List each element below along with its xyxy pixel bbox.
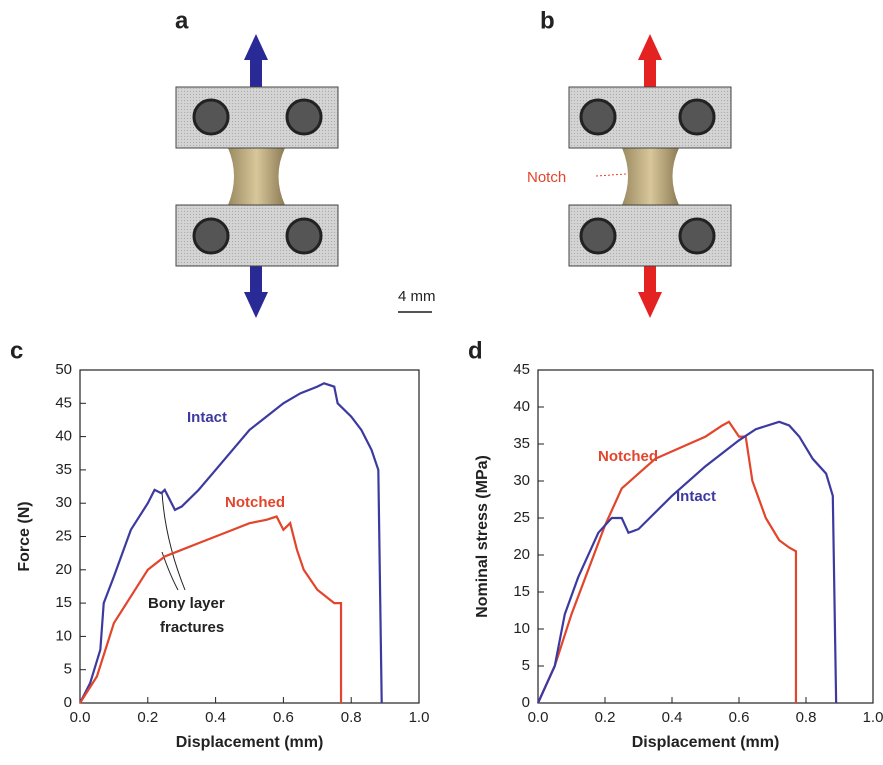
y-tick-label: 50 (55, 361, 72, 378)
y-axis-label: Nominal stress (MPa) (474, 455, 491, 618)
x-tick-label: 0.0 (528, 709, 549, 726)
annotation: Bony layer (148, 595, 225, 612)
plot-frame (537, 369, 874, 704)
y-axis-label: Force (N) (16, 501, 33, 571)
y-tick-label: 10 (513, 620, 530, 637)
x-axis-label: Displacement (mm) (632, 734, 780, 751)
annotation: Intact (187, 409, 227, 426)
series-line (79, 382, 383, 704)
y-tick-label: 40 (55, 428, 72, 445)
series-line (79, 515, 343, 704)
y-tick-label: 15 (55, 594, 72, 611)
panel-label: c (10, 337, 23, 364)
y-tick-label: 35 (513, 435, 530, 452)
panel-label: a (175, 7, 189, 34)
y-tick-label: 15 (513, 583, 530, 600)
plot-frame (79, 369, 420, 704)
x-tick-label: 0.0 (70, 709, 91, 726)
annotation: Notched (225, 494, 285, 511)
x-tick-label: 0.4 (205, 709, 226, 726)
annotation: Notched (598, 448, 658, 465)
x-tick-label: 1.0 (409, 709, 430, 726)
y-tick-label: 25 (513, 509, 530, 526)
x-tick-label: 0.2 (137, 709, 158, 726)
x-tick-label: 0.6 (729, 709, 750, 726)
y-tick-label: 0 (522, 694, 530, 711)
y-tick-label: 5 (522, 657, 530, 674)
x-tick-label: 0.2 (595, 709, 616, 726)
y-tick-label: 30 (513, 472, 530, 489)
y-tick-label: 30 (55, 494, 72, 511)
panel-label: b (540, 7, 555, 34)
x-tick-label: 0.8 (796, 709, 817, 726)
y-tick-label: 5 (64, 661, 72, 678)
annotation: fractures (160, 619, 224, 636)
panel-label: d (468, 337, 483, 364)
y-tick-label: 45 (513, 361, 530, 378)
x-tick-label: 0.6 (273, 709, 294, 726)
y-tick-label: 10 (55, 627, 72, 644)
x-tick-label: 1.0 (863, 709, 883, 726)
y-tick-label: 35 (55, 461, 72, 478)
series-line (536, 420, 798, 704)
x-tick-label: 0.4 (662, 709, 683, 726)
y-tick-label: 45 (55, 394, 72, 411)
annotation-arrows (161, 491, 186, 591)
y-tick-label: 20 (513, 546, 530, 563)
specimen-a (175, 34, 339, 318)
specimen-b (568, 34, 732, 318)
x-axis-label: Displacement (mm) (176, 734, 324, 751)
y-tick-label: 20 (55, 561, 72, 578)
scale-bar-label: 4 mm (398, 288, 436, 305)
notch-label: Notch (527, 169, 566, 186)
y-tick-label: 25 (55, 527, 72, 544)
annotation: Intact (676, 488, 716, 505)
series-line (536, 420, 838, 704)
y-tick-label: 40 (513, 398, 530, 415)
y-tick-label: 0 (64, 694, 72, 711)
x-tick-label: 0.8 (341, 709, 362, 726)
